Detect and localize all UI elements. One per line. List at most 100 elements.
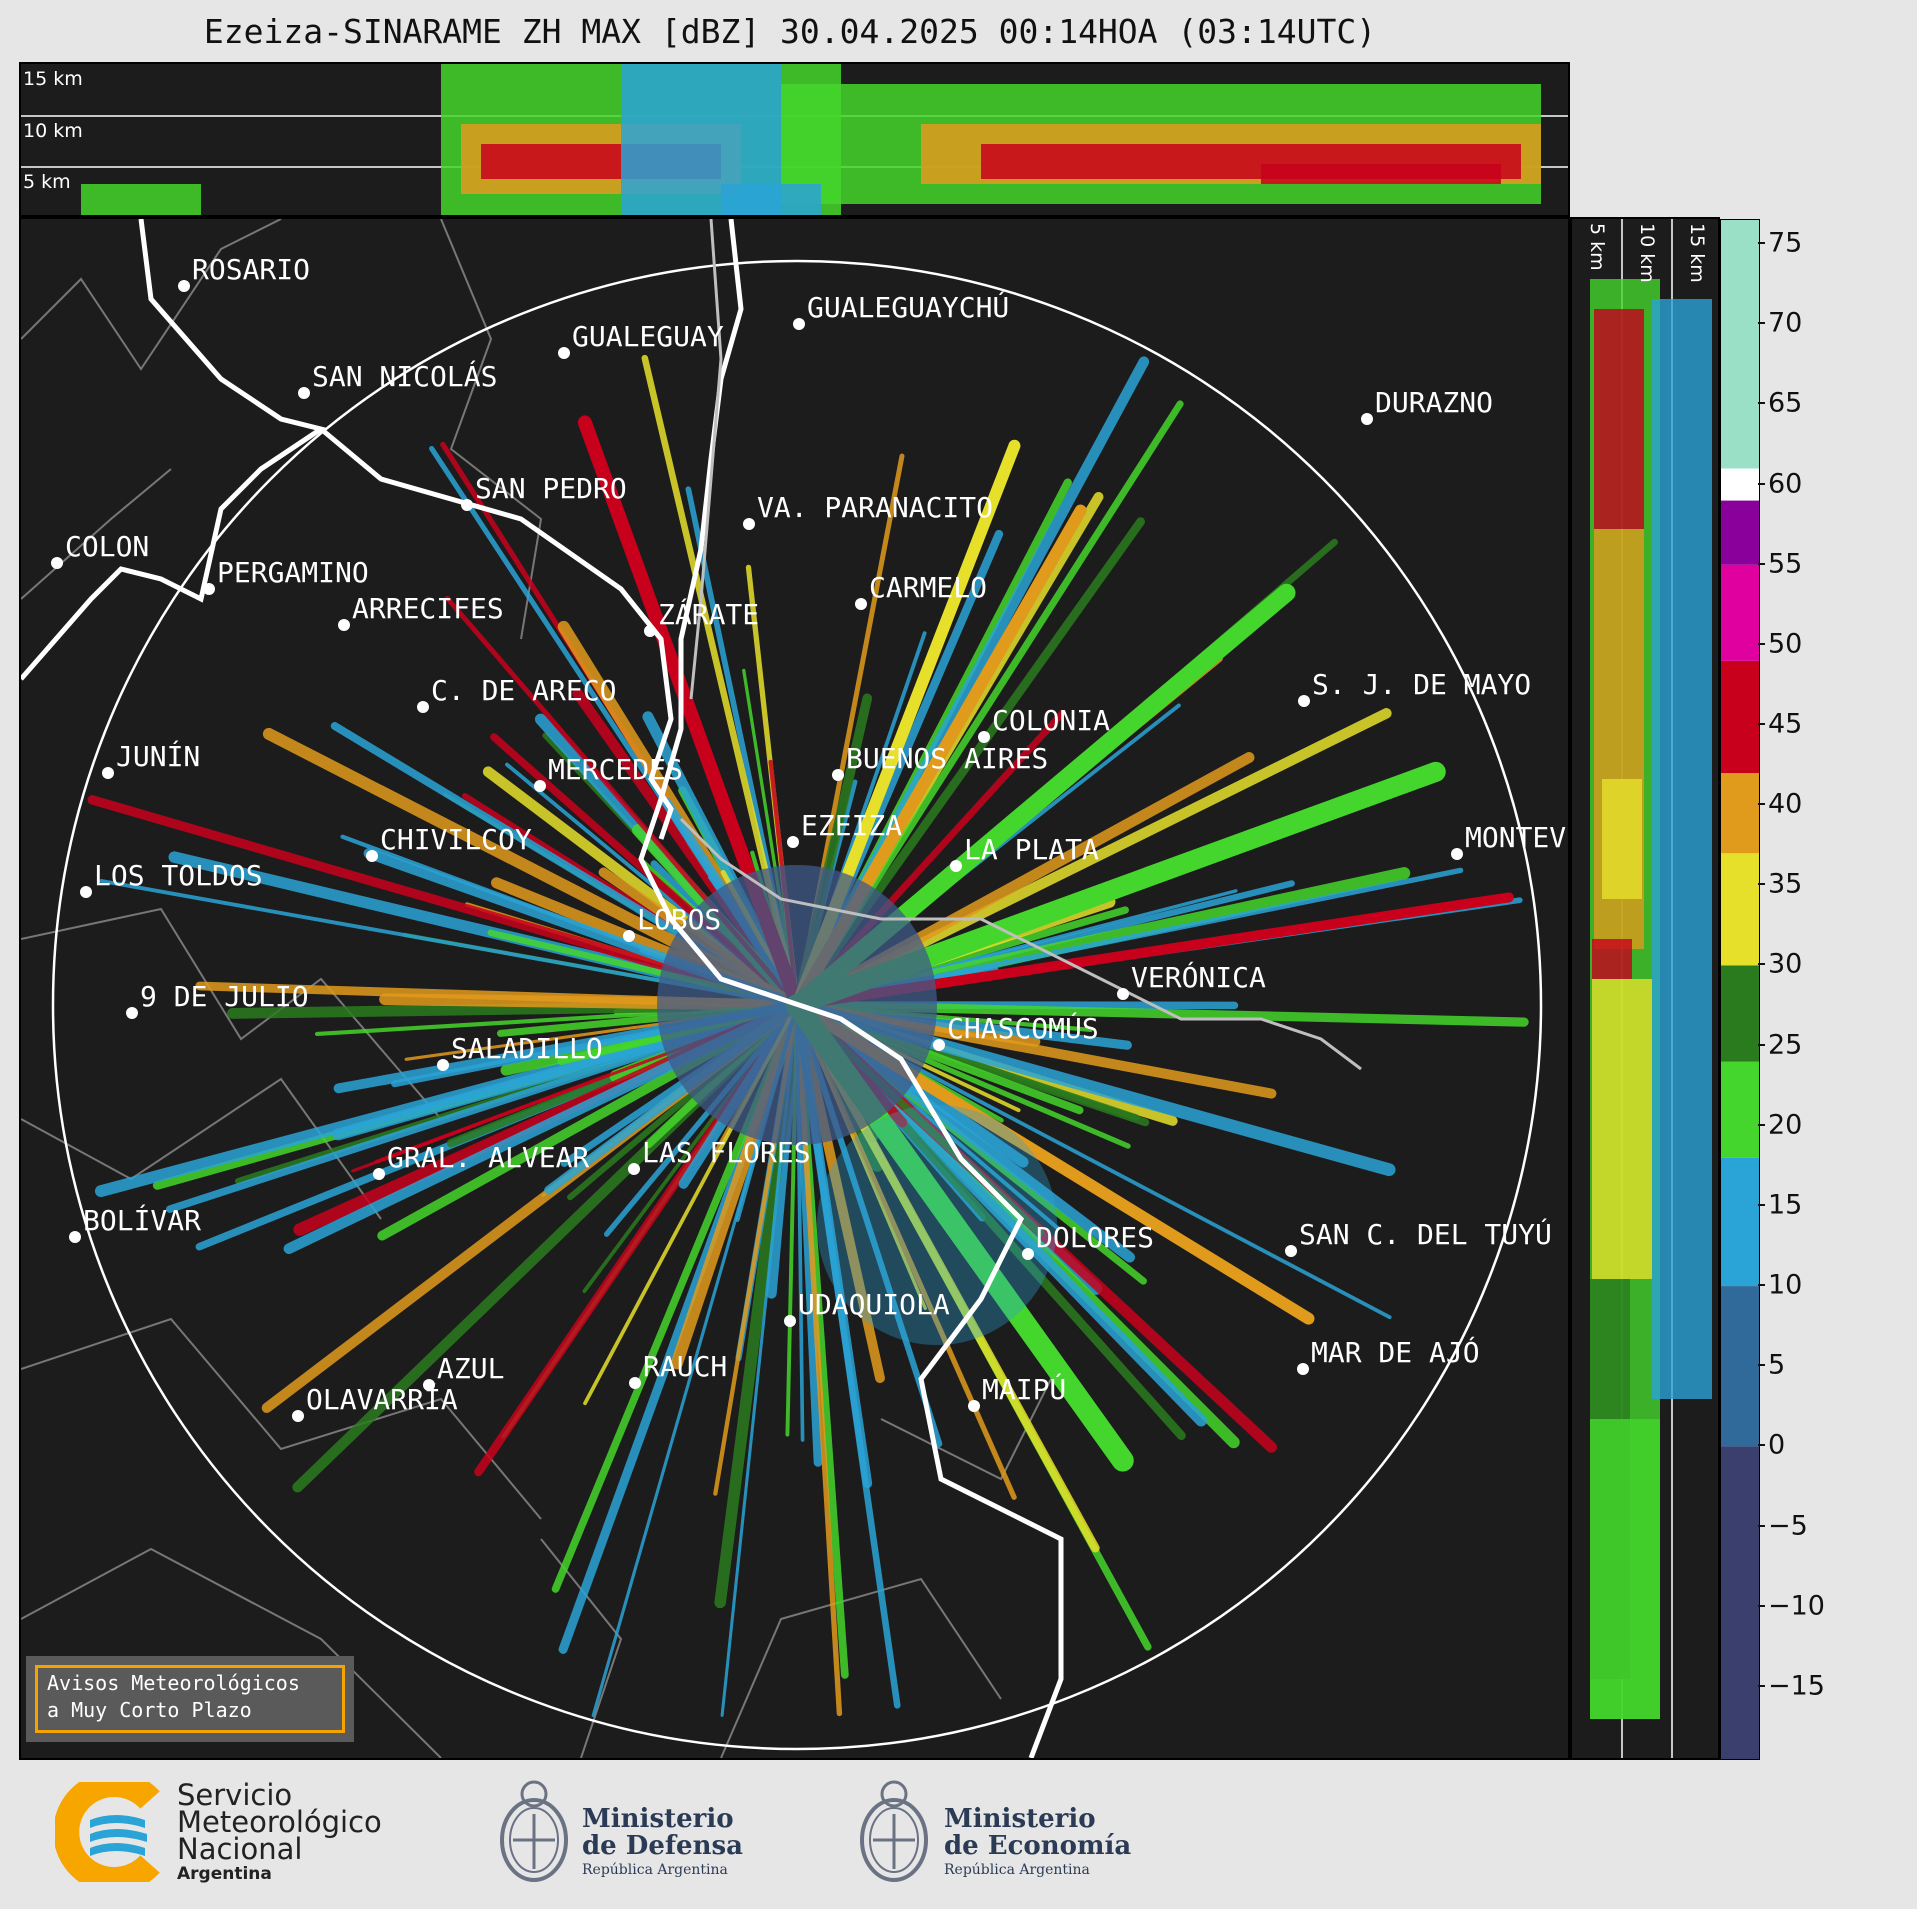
colorbar-tick-label: −10 [1768,1590,1825,1622]
city-label[interactable]: SAN C. DEL TUYÚ [1299,1217,1552,1251]
colorbar-tickmark [1758,1043,1765,1046]
radar-map[interactable]: ROSARIO GUALEGUAYCHÚ GUALEGUAY SAN NICOLÁS D… [21,219,1568,1758]
colorbar-tick-label: 60 [1768,468,1803,500]
city-label[interactable]: SAN NICOLÁS [312,359,497,393]
city-label[interactable]: RAUCH [643,1350,727,1383]
top-echo-9 [721,184,821,215]
colorbar-band-8 [1721,564,1759,661]
city-label[interactable]: COLONIA [992,704,1110,737]
city-label[interactable]: SAN PEDRO [475,472,627,505]
city-dot [978,731,990,743]
city-label[interactable]: MAR DE AJÓ [1311,1335,1480,1369]
colorbar-band-9 [1721,500,1759,565]
top-height-label-15: 15 km [23,68,83,90]
city-label[interactable]: BOLÍVAR [83,1203,201,1237]
city-dot [437,1059,449,1071]
city-dot [1297,1363,1309,1375]
city-dot [644,625,656,637]
city-label[interactable]: CARMELO [869,571,987,604]
city-label[interactable]: ROSARIO [192,253,310,286]
colorbar-tickmark [1758,963,1765,966]
side-echo-8 [1590,1419,1660,1719]
city-dot [373,1168,385,1180]
colorbar-tickmark [1758,1203,1765,1206]
city-label[interactable]: CHASCOMÚS [947,1011,1099,1045]
city-label[interactable]: DURAZNO [1375,386,1493,419]
colorbar-tickmark [1758,1123,1765,1126]
city-label[interactable]: LOBOS [637,903,721,936]
city-label[interactable]: 9 DE JULIO [140,980,309,1013]
city-label[interactable]: VA. PARANACITO [757,491,993,524]
city-label[interactable]: BUENOS AIRES [846,742,1048,775]
colorbar-tickmark [1758,1284,1765,1287]
city-label[interactable]: MONTEVIDEO [1465,821,1568,854]
city-label[interactable]: S. J. DE MAYO [1312,668,1531,701]
city-label[interactable]: MERCEDES [548,753,683,786]
side-height-label-5: 5 km [1586,223,1608,271]
economia-sub: República Argentina [944,1862,1090,1878]
city-label[interactable]: COLON [65,530,149,563]
colorbar-band-0 [1721,1446,1759,1759]
colorbar-tick-label: 30 [1768,948,1803,980]
city-dot [787,836,799,848]
city-label[interactable]: VERÓNICA [1131,960,1266,994]
province-borders [21,219,1062,1758]
radar-title: Ezeiza-SINARAME ZH MAX [dBZ] 30.04.2025 … [203,12,1377,51]
city-label[interactable]: LAS FLORES [642,1136,811,1169]
city-dot [743,518,755,530]
city-dot [178,280,190,292]
city-label[interactable]: LOS TOLDOS [94,859,263,892]
defensa-line1: Ministerio [582,1804,734,1834]
city-label[interactable]: ZÁRATE [658,597,759,631]
colorbar-tick-label: 15 [1768,1189,1803,1221]
colorbar-tick-label: 65 [1768,387,1803,419]
city-dot [1117,988,1129,1000]
avisos-box[interactable]: Avisos Meteorológicos a Muy Corto Plazo [26,1656,354,1742]
city-label[interactable]: UDAQUIOLA [798,1288,950,1321]
colorbar-tick-label: 35 [1768,868,1803,900]
avisos-line2: a Muy Corto Plazo [47,1698,252,1722]
colorbar-band-10 [1721,468,1759,501]
city-dot [623,930,635,942]
city-label[interactable]: DOLORES [1036,1221,1154,1254]
colorbar-tickmark [1758,1684,1765,1687]
smn-line3: Nacional [177,1832,303,1866]
top-echo-8 [1261,164,1501,184]
colorbar-band-2 [1721,1157,1759,1287]
colorbar-tickmark [1758,1364,1765,1367]
range-ring [51,259,1543,1751]
colorbar-tickmark [1758,803,1765,806]
city-label[interactable]: PERGAMINO [217,556,369,589]
city-label[interactable]: MAIPÚ [982,1372,1066,1406]
side-height-label-15: 15 km [1686,223,1708,283]
city-label[interactable]: OLAVARRÍA [306,1382,458,1416]
city-label[interactable]: CHIVILCOY [380,823,532,856]
radar-map-panel[interactable]: ROSARIO GUALEGUAYCHÚ GUALEGUAY SAN NICOLÁS D… [19,217,1570,1760]
colorbar-tickmark [1758,1604,1765,1607]
city-label[interactable]: C. DE ARECO [431,674,616,707]
city-label[interactable]: AZUL [437,1352,504,1385]
city-label[interactable]: JUNÍN [116,739,200,773]
side-cross-section-plot [1590,219,1712,1758]
city-label[interactable]: EZEIZA [801,809,902,842]
smn-logo-icon [55,1782,160,1882]
city-label[interactable]: SALADILLO [451,1032,603,1065]
side-cross-section-panel: 5 km 10 km 15 km [1570,217,1720,1760]
city-dot [51,557,63,569]
city-label[interactable]: ARRECIFES [352,592,504,625]
colorbar-tickmark [1758,402,1765,405]
economia-line1: Ministerio [944,1804,1096,1834]
city-label[interactable]: GUALEGUAY [572,320,724,353]
top-height-label-10: 10 km [23,120,83,142]
city-label[interactable]: LA PLATA [964,833,1099,866]
top-height-label-5: 5 km [23,171,71,193]
city-dot [423,1379,435,1391]
colorbar-tick-label: 10 [1768,1269,1803,1301]
city-label[interactable]: GUALEGUAYCHÚ [807,290,1009,324]
colorbar-band-4 [1721,965,1759,1062]
top-cross-section-plot [21,64,1568,215]
city-dot [628,1163,640,1175]
city-label[interactable]: GRAL. ALVEAR [387,1141,589,1174]
colorbar-tick-label: 45 [1768,708,1803,740]
avisos-line1: Avisos Meteorológicos [47,1671,300,1695]
